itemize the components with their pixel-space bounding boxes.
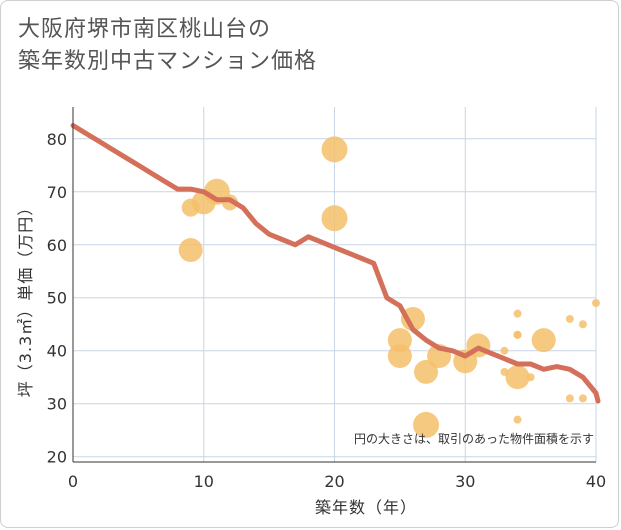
x-tick-label: 30 bbox=[455, 472, 475, 491]
bubble-point bbox=[400, 306, 425, 331]
x-tick-label: 40 bbox=[586, 472, 606, 491]
bubble-point bbox=[526, 373, 535, 382]
y-tick-label: 40 bbox=[47, 342, 67, 361]
bubble-point bbox=[513, 330, 522, 339]
y-tick-label: 20 bbox=[47, 448, 67, 467]
bubble-point bbox=[531, 328, 556, 353]
size-annotation: 円の大きさは、取引のあった物件面積を示す bbox=[354, 431, 594, 446]
bubble-point bbox=[592, 299, 600, 308]
axes: 0 10 20 30 40 20 30 40 50 60 70 80 bbox=[47, 107, 606, 491]
bubble-point bbox=[578, 394, 587, 403]
y-tick-label: 70 bbox=[47, 183, 67, 202]
y-tick-label: 60 bbox=[47, 236, 67, 255]
trend-line-series bbox=[70, 123, 601, 404]
chart-title: 大阪府堺市南区桃山台の 築年数別中古マンション価格 bbox=[18, 14, 578, 78]
bubble-point bbox=[565, 314, 574, 323]
bubble-point bbox=[321, 136, 348, 163]
bubble-point bbox=[565, 394, 574, 403]
x-tick-label: 20 bbox=[324, 472, 344, 491]
bubble-point bbox=[321, 205, 348, 232]
bubble-point bbox=[513, 309, 522, 318]
bubble-point bbox=[578, 320, 587, 329]
bubble-point bbox=[500, 346, 509, 355]
bubble-series bbox=[178, 136, 600, 438]
bubble-point bbox=[414, 359, 439, 384]
y-axis-label: 坪（3.3㎡）単価（万円） bbox=[16, 199, 35, 397]
x-tick-label: 0 bbox=[68, 472, 78, 491]
y-tick-label: 50 bbox=[47, 289, 67, 308]
bubble-point bbox=[387, 344, 412, 369]
grid bbox=[73, 107, 597, 462]
bubble-point bbox=[505, 365, 530, 390]
y-tick-label: 30 bbox=[47, 395, 67, 414]
trend-line bbox=[70, 123, 601, 404]
y-tick-label: 80 bbox=[47, 130, 67, 149]
x-tick-label: 10 bbox=[194, 472, 214, 491]
bubble-point bbox=[513, 415, 522, 424]
bubble-point bbox=[178, 238, 203, 263]
x-axis-label: 築年数（年） bbox=[315, 498, 417, 517]
title-line-1: 大阪府堺市南区桃山台の bbox=[18, 17, 272, 42]
bubble-point bbox=[413, 411, 440, 438]
title-line-2: 築年数別中古マンション価格 bbox=[18, 49, 318, 74]
